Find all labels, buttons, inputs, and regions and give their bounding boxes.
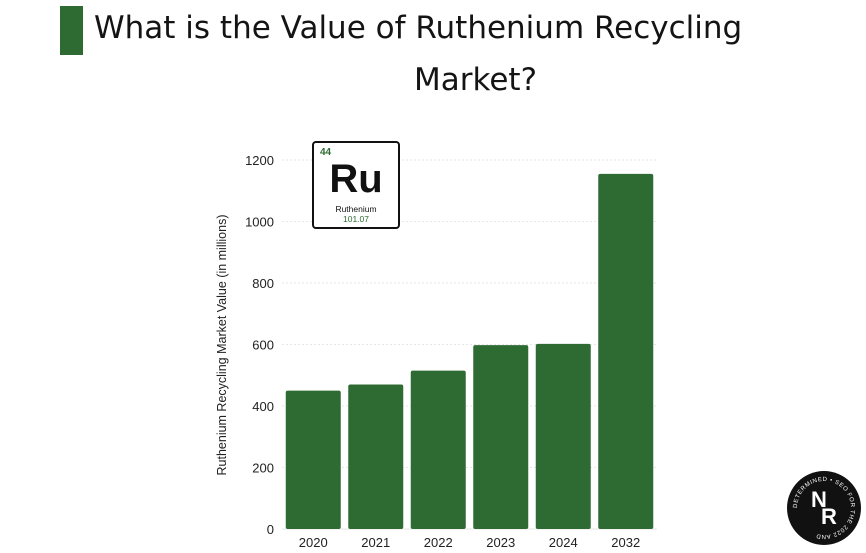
element-atomic-number: 44: [320, 147, 332, 158]
y-tick-label: 1000: [245, 215, 274, 230]
title-accent-bar: [60, 6, 83, 55]
logo-initial-bottom: R: [821, 504, 837, 529]
logo-initial-top: N: [811, 487, 827, 512]
brand-logo: DETERMINED • SEO FOR THE 2022 AND N R: [787, 471, 861, 545]
x-tick-label: 2022: [424, 535, 453, 550]
element-atomic-mass: 101.07: [343, 214, 369, 224]
bar: [535, 343, 591, 529]
x-tick-label: 2021: [361, 535, 390, 550]
logo-disc: [787, 471, 861, 545]
y-tick-label: 1200: [245, 153, 274, 168]
element-card: 44 Ru Ruthenium 101.07: [312, 141, 400, 229]
page-title-line1: What is the Value of Ruthenium Recycling: [94, 10, 743, 46]
bar: [410, 370, 466, 529]
element-name: Ruthenium: [335, 204, 377, 214]
y-tick-label: 200: [252, 461, 274, 476]
element-symbol: Ru: [329, 157, 383, 201]
bar: [285, 390, 341, 529]
bar: [598, 173, 654, 529]
page-title-line2: Market?: [414, 62, 538, 98]
title-block: What is the Value of Ruthenium Recycling…: [60, 6, 760, 98]
x-tick-label: 2024: [549, 535, 578, 550]
y-tick-label: 0: [267, 522, 274, 537]
bar: [348, 384, 404, 529]
y-tick-label: 600: [252, 338, 274, 353]
y-axis-label: Ruthenium Recycling Market Value (in mil…: [215, 214, 229, 476]
y-tick-label: 800: [252, 276, 274, 291]
x-tick-label: 2020: [299, 535, 328, 550]
bar: [473, 345, 529, 529]
x-tick-label: 2032: [611, 535, 640, 550]
x-tick-label: 2023: [486, 535, 515, 550]
y-tick-label: 400: [252, 399, 274, 414]
